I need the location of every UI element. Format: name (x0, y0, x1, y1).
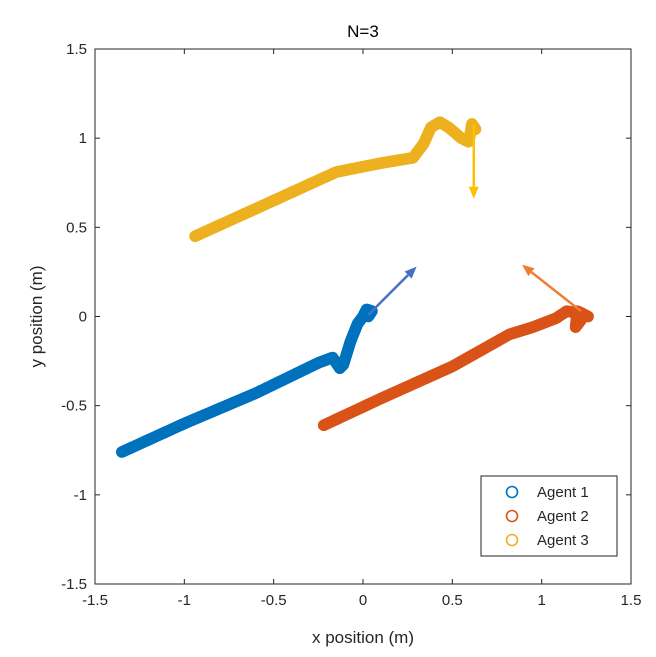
legend-entry-agent-3: Agent 3 (505, 532, 589, 549)
legend-marker (505, 533, 519, 547)
velocity-arrow-agent-3 (468, 123, 479, 199)
ticks-layer: -1.5 -1 -0.5 0 0.5 1 1.5 -1.5 -1 -0.5 0 0.5 1 1.5 (61, 41, 641, 609)
chart-title: N=3 (347, 22, 379, 41)
legend-marker (505, 509, 519, 523)
arrow-head (404, 266, 417, 279)
y-tick-label: 1 (79, 130, 87, 147)
legend-label: Agent 1 (537, 484, 589, 501)
trajectory-point (469, 123, 482, 136)
y-tick-label: 0 (79, 309, 87, 326)
y-tick-label: -1 (74, 487, 87, 504)
velocity-arrow-agent-2 (522, 264, 582, 313)
legend-entries: Agent 1 Agent 2 Agent 3 (505, 484, 589, 549)
legend-box (480, 475, 618, 557)
x-axis-label: x position (m) (312, 628, 414, 647)
velocity-arrows-layer (367, 123, 582, 316)
arrow-head (468, 186, 479, 199)
legend-label: Agent 2 (537, 508, 589, 525)
trajectory-point (362, 310, 375, 323)
legend: Agent 1 Agent 2 Agent 3 (480, 475, 618, 557)
legend-entry-agent-2: Agent 2 (505, 508, 589, 525)
y-tick-label: 1.5 (66, 41, 87, 58)
x-tick-label: -1.5 (82, 592, 108, 609)
y-tick-label: 0.5 (66, 219, 87, 236)
x-tick-label: 1 (537, 592, 545, 609)
arrow-shaft (367, 274, 409, 316)
legend-label: Agent 3 (537, 532, 589, 549)
x-tick-label: 0.5 (442, 592, 463, 609)
x-tick-label: -0.5 (261, 592, 287, 609)
x-tick-label: -1 (178, 592, 191, 609)
trajectory-point (582, 310, 594, 323)
y-tick-label: -1.5 (61, 576, 87, 593)
x-tick-label: 1.5 (621, 592, 642, 609)
trajectories-layer (116, 116, 594, 458)
x-tick-label: 0 (359, 592, 367, 609)
trajectory-agent-2 (317, 305, 594, 432)
y-tick-label: -0.5 (61, 398, 87, 415)
arrow-shaft (530, 271, 582, 313)
velocity-arrow-agent-1 (367, 266, 417, 316)
trajectory-agent-3 (189, 116, 482, 243)
y-axis-label: y position (m) (27, 265, 46, 367)
legend-entry-agent-1: Agent 1 (505, 484, 589, 501)
trajectory-agent-1 (116, 303, 378, 458)
legend-marker (505, 485, 519, 499)
arrow-head (522, 264, 535, 277)
